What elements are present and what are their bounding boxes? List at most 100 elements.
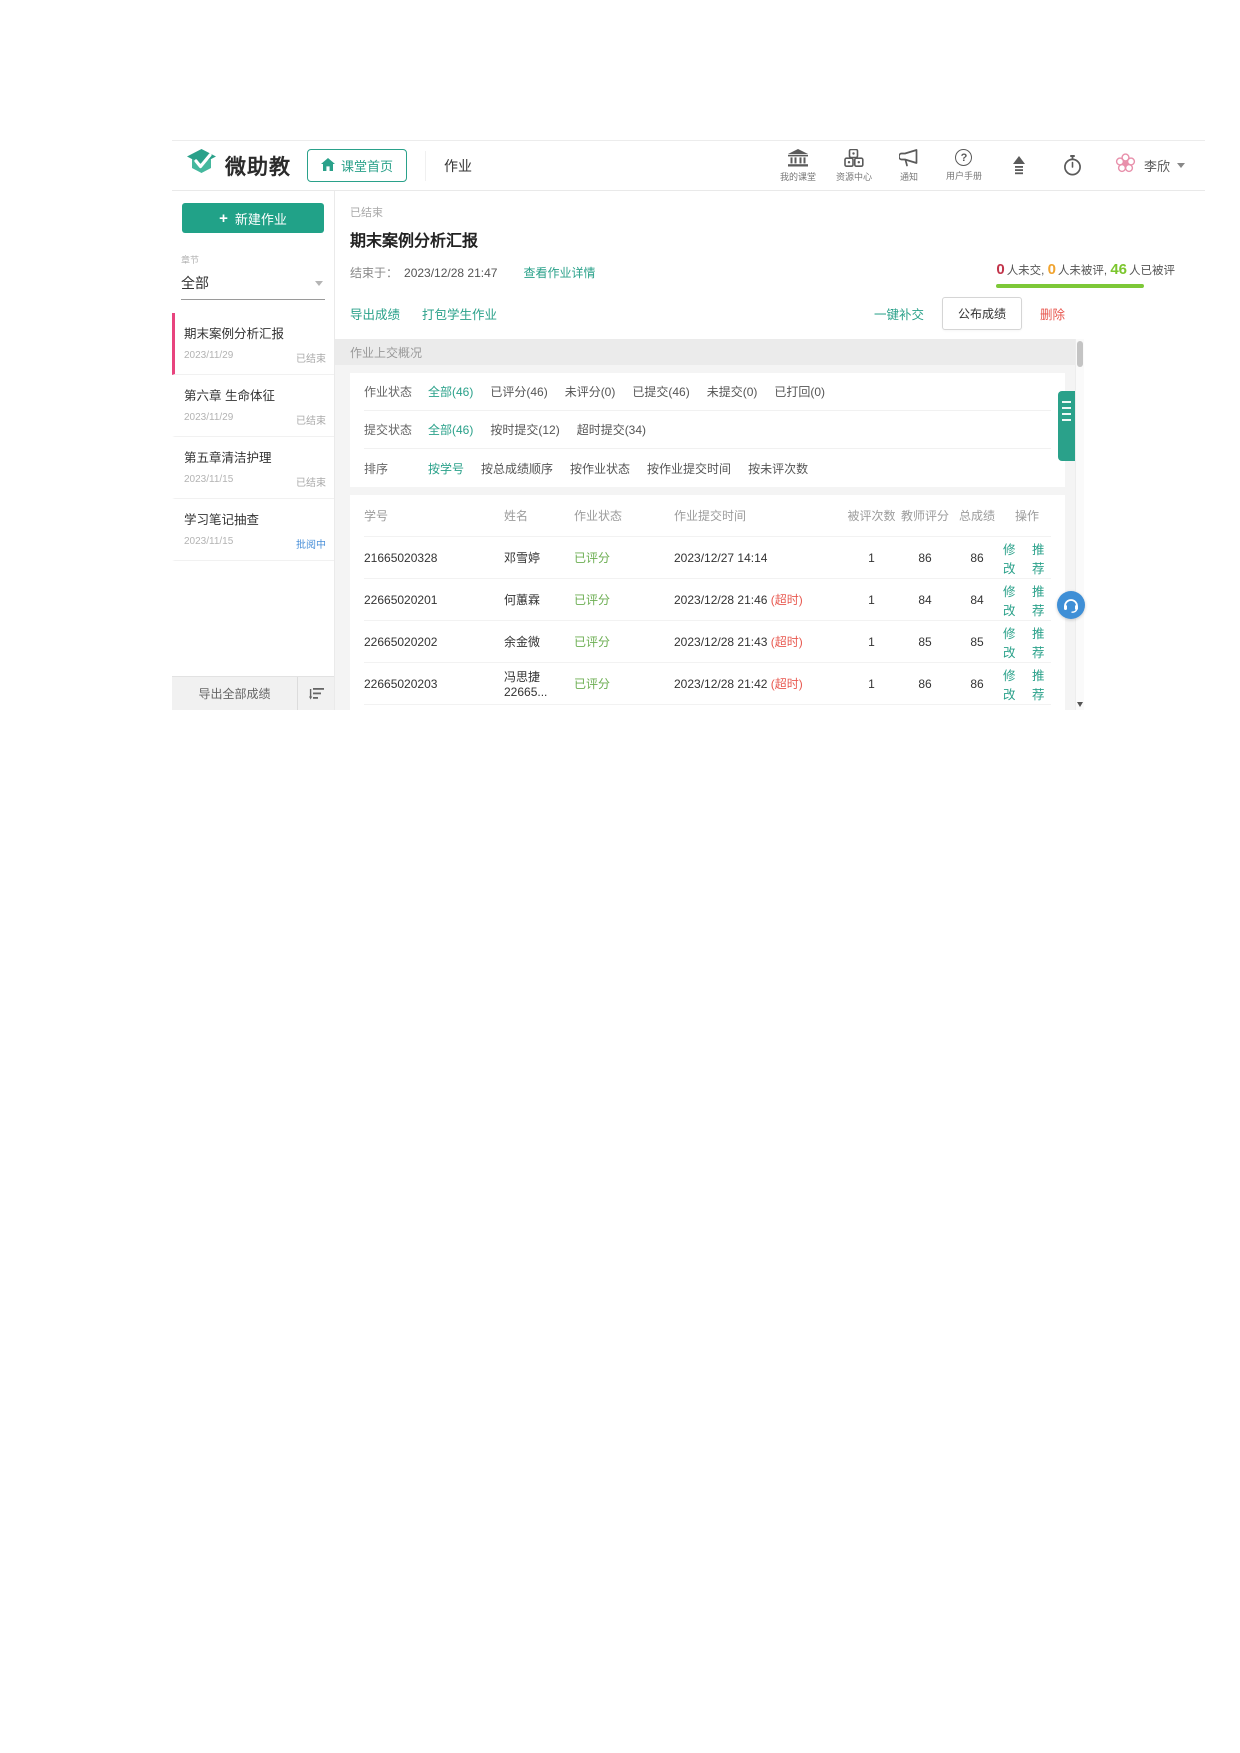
stopwatch-icon	[1063, 155, 1082, 176]
publish-grades-button[interactable]: 公布成绩	[941, 297, 1022, 330]
edit-link[interactable]: 修改	[1003, 626, 1016, 660]
arrange-button[interactable]	[1002, 156, 1036, 175]
recommend-link[interactable]: 推荐	[1032, 668, 1045, 702]
sidebar-item-final-case-report[interactable]: 期末案例分析汇报 2023/11/29 已结束	[172, 313, 334, 375]
end-time-label: 结束于：	[350, 266, 399, 280]
brand-name: 微助教	[225, 155, 291, 179]
filter-option[interactable]: 已评分(46)	[490, 385, 548, 399]
total-score: 85	[970, 634, 984, 649]
filter-row-submit-status: 提交状态 全部(46) 按时提交(12) 超时提交(34)	[364, 411, 1051, 449]
sort-order-button[interactable]	[298, 677, 334, 710]
student-name: 冯思捷22665...	[504, 670, 548, 699]
col-review-count: 被评次数	[847, 509, 896, 523]
recommend-link[interactable]: 推荐	[1032, 584, 1045, 618]
blocks-icon	[844, 148, 864, 167]
graded-count: 46	[1110, 261, 1127, 278]
filter-option[interactable]: 按时提交(12)	[490, 423, 560, 437]
plus-icon: +	[219, 209, 228, 227]
one-click-makeup-link[interactable]: 一键补交	[873, 308, 924, 322]
question-icon: ?	[955, 149, 973, 166]
filter-option[interactable]: 未评分(0)	[564, 385, 616, 399]
table-row: 22665020202 余金微 已评分 2023/12/28 21:43 (超时…	[364, 621, 1051, 663]
floating-side-tab[interactable]	[1058, 391, 1075, 461]
tab-homework[interactable]: 作业	[425, 150, 472, 181]
filter-card: 作业状态 全部(46) 已评分(46) 未评分(0) 已提交(46) 未提交(0…	[350, 373, 1065, 487]
table-row: 22665020203 冯思捷22665... 已评分 2023/12/28 2…	[364, 663, 1051, 705]
home-icon	[321, 157, 335, 174]
filter-option[interactable]: 超时提交(34)	[576, 423, 647, 437]
sort-option[interactable]: 按未评次数	[748, 461, 809, 476]
pack-student-work-link[interactable]: 打包学生作业	[422, 308, 498, 322]
row-status: 已评分	[574, 677, 611, 691]
filter-option[interactable]: 未提交(0)	[706, 385, 758, 399]
ungraded-label: 人未被评,	[1057, 265, 1111, 277]
edit-link[interactable]: 修改	[1003, 584, 1016, 618]
export-grades-link[interactable]: 导出成绩	[350, 308, 401, 322]
main-panel: 已结束 期末案例分析汇报 结束于： 2023/12/28 21:47 查看作业详…	[335, 191, 1205, 710]
student-id: 21665020328	[364, 550, 438, 565]
assignment-list: 期末案例分析汇报 2023/11/29 已结束 第六章 生命体征 2023/11…	[172, 313, 334, 561]
top-bar: 微助教 课堂首页 作业	[172, 141, 1205, 191]
user-menu[interactable]: 李欣	[1114, 152, 1185, 180]
user-manual-button[interactable]: ? 用户手册	[946, 149, 982, 182]
delete-link[interactable]: 删除	[1039, 308, 1065, 322]
assignment-date: 2023/11/29	[184, 350, 234, 361]
assignment-title: 学习笔记抽查	[184, 513, 260, 527]
filter-row-homework-status: 作业状态 全部(46) 已评分(46) 未评分(0) 已提交(46) 未提交(0…	[364, 373, 1051, 411]
filter-option[interactable]: 已提交(46)	[632, 385, 690, 399]
export-all-grades-button[interactable]: 导出全部成绩	[172, 677, 298, 710]
my-classes-button[interactable]: 我的课堂	[780, 148, 816, 183]
new-assignment-button[interactable]: + 新建作业	[182, 203, 324, 233]
chevron-down-icon	[1177, 163, 1185, 168]
sort-option[interactable]: 按总成绩顺序	[481, 461, 554, 476]
assignment-date: 2023/11/15	[184, 536, 234, 547]
status-badge: 批阅中	[296, 540, 326, 551]
sidebar-item-chapter5[interactable]: 第五章清洁护理 2023/11/15 已结束	[172, 437, 334, 499]
resource-center-button[interactable]: 资源中心	[835, 148, 872, 183]
submit-time: 2023/12/27 14:14	[674, 550, 768, 565]
scrollbar-thumb[interactable]	[1077, 341, 1083, 367]
assignment-header: 已结束 期末案例分析汇报 结束于： 2023/12/28 21:47 查看作业详…	[335, 191, 1075, 339]
view-detail-link[interactable]: 查看作业详情	[523, 266, 596, 280]
assignment-title: 第五章清洁护理	[184, 451, 272, 465]
unsubmitted-label: 人未交,	[1006, 265, 1048, 277]
sort-option[interactable]: 按作业提交时间	[647, 461, 732, 476]
user-manual-label: 用户手册	[945, 171, 982, 181]
resource-center-label: 资源中心	[835, 171, 872, 182]
sort-option[interactable]: 按作业状态	[570, 461, 631, 476]
notifications-button[interactable]: 通知	[892, 148, 926, 183]
scrollbar-down-arrow-icon[interactable]	[1077, 702, 1083, 707]
edit-link[interactable]: 修改	[1003, 668, 1016, 702]
filter-option[interactable]: 已打回(0)	[774, 385, 826, 399]
timer-button[interactable]	[1056, 155, 1090, 176]
edit-link[interactable]: 修改	[1003, 542, 1016, 576]
table-row: 21665020328 邓雪婷 已评分 2023/12/27 14:14 1 8…	[364, 537, 1051, 579]
vertical-scrollbar[interactable]	[1075, 339, 1084, 710]
submission-overview-section: 作业上交概况 作业状态 全部(46) 已评分(46) 未评分(0) 已提交(46…	[335, 339, 1075, 710]
recommend-link[interactable]: 推荐	[1032, 626, 1045, 660]
status-badge: 已结束	[296, 354, 326, 365]
col-status: 作业状态	[574, 509, 623, 523]
sidebar: + 新建作业 章节 全部 期末案例分析汇报 2023/11/29 已结束	[172, 191, 335, 710]
recommend-link[interactable]: 推荐	[1032, 542, 1045, 576]
overview-title: 作业上交概况	[335, 339, 1075, 365]
avatar	[1114, 152, 1137, 180]
sidebar-item-chapter6[interactable]: 第六章 生命体征 2023/11/29 已结束	[172, 375, 334, 437]
sort-option[interactable]: 按学号	[428, 461, 465, 476]
app-window: 微助教 课堂首页 作业	[172, 140, 1205, 710]
sidebar-item-study-notes[interactable]: 学习笔记抽查 2023/11/15 批阅中	[172, 499, 334, 561]
filter-label: 排序	[364, 461, 389, 476]
chapter-select[interactable]: 全部	[181, 266, 325, 300]
review-count: 1	[868, 550, 875, 565]
total-score: 84	[970, 592, 984, 607]
col-teacher-score: 教师评分	[900, 509, 949, 523]
filter-label: 作业状态	[364, 385, 413, 399]
chevron-down-icon	[315, 280, 323, 286]
brand-logo-icon	[186, 148, 217, 183]
filter-option[interactable]: 全部(46)	[428, 423, 474, 437]
floating-service-icon[interactable]	[1057, 591, 1085, 619]
table-header-row: 学号 姓名 作业状态 作业提交时间 被评次数 教师评分 总成绩 操作	[364, 495, 1051, 537]
nav-classroom-home-button[interactable]: 课堂首页	[307, 149, 408, 182]
filter-option[interactable]: 全部(46)	[428, 385, 474, 399]
total-score: 86	[970, 550, 984, 565]
